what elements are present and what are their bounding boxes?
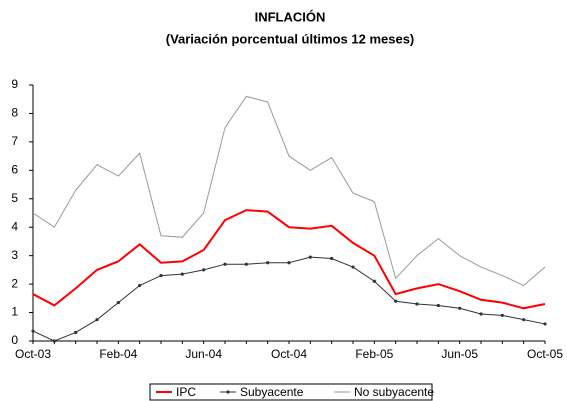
series-marker [138, 283, 142, 288]
legend-label: Subyacente [240, 385, 304, 399]
series-marker [95, 318, 99, 322]
y-tick-label: 7 [11, 134, 18, 148]
y-tick-label: 3 [11, 248, 18, 262]
chart-subtitle: (Variación porcentual últimos 12 meses) [166, 31, 415, 46]
series-marker [372, 279, 376, 283]
series-marker [479, 312, 483, 316]
series-marker [330, 256, 334, 261]
series-marker [116, 301, 120, 305]
y-tick-label: 4 [11, 219, 18, 233]
chart-title: INFLACIÓN [255, 9, 326, 24]
series-marker [394, 299, 398, 303]
series-marker [308, 255, 312, 259]
series-marker [436, 303, 440, 308]
x-tick-label: Oct-04 [271, 347, 307, 361]
series-line [32, 256, 546, 342]
series-marker [351, 265, 355, 269]
y-tick-label: 0 [11, 333, 18, 347]
series-marker [522, 318, 526, 322]
series-line [32, 95, 546, 287]
series-marker [287, 261, 291, 265]
series-marker [458, 306, 462, 310]
x-tick-label: Feb-04 [99, 347, 137, 361]
legend-label: No subyacente [354, 385, 434, 399]
y-tick-label: 9 [11, 77, 18, 91]
series-marker [223, 262, 227, 266]
series-marker [500, 313, 504, 317]
y-tick-label: 8 [11, 106, 18, 120]
series-marker [543, 322, 547, 326]
series-marker [266, 261, 270, 265]
y-tick-label: 6 [11, 163, 18, 177]
y-tick-label: 1 [11, 305, 18, 319]
series-marker [202, 268, 206, 272]
x-tick-label: Jun-05 [441, 347, 478, 361]
y-tick-label: 5 [11, 191, 18, 205]
x-tick-label: Oct-03 [15, 347, 51, 361]
legend-marker [226, 390, 230, 394]
legend-label: IPC [176, 385, 196, 399]
y-tick-label: 2 [11, 276, 18, 290]
x-tick-label: Jun-04 [185, 347, 222, 361]
x-tick-label: Oct-05 [527, 347, 563, 361]
series-marker [31, 329, 35, 333]
legend-box [149, 383, 433, 401]
series-marker [52, 339, 56, 343]
series-marker [244, 262, 248, 266]
series-marker [415, 302, 419, 306]
series-marker [159, 273, 163, 278]
series-marker [180, 272, 184, 276]
series-marker [74, 330, 78, 335]
x-tick-label: Feb-05 [355, 347, 393, 361]
series-line [32, 209, 546, 310]
